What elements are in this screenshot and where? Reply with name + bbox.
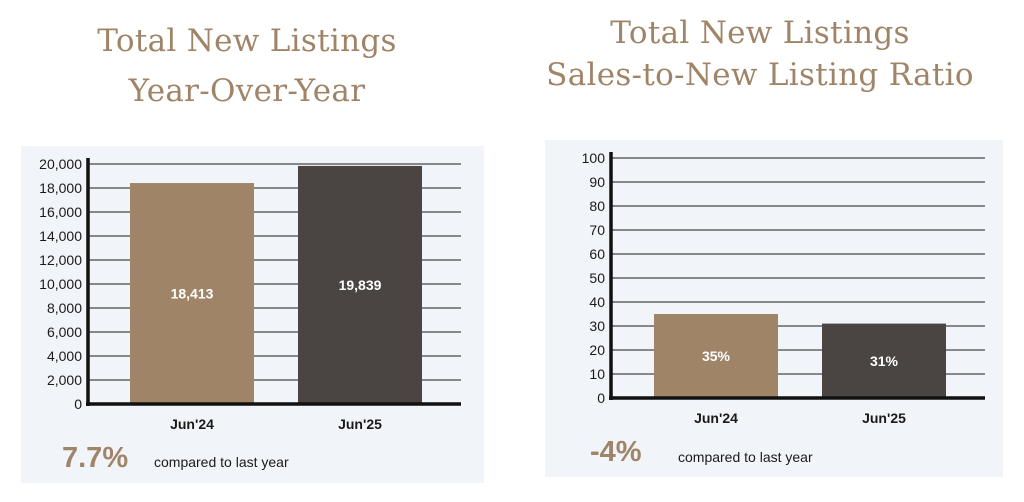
right-change-label: compared to last year [678, 449, 813, 465]
left-chart-y-tick-label: 18,000 [39, 180, 82, 196]
right-title-line-1: Total New Listings [610, 15, 910, 51]
left-chart-y-tick-label: 0 [74, 396, 82, 412]
right-chart-y-tick-label: 40 [589, 294, 605, 310]
left-chart-y-tick-label: 20,000 [39, 156, 82, 172]
left-chart-y-tick-label: 8,000 [47, 300, 82, 316]
left-chart-y-tick-label: 2,000 [47, 372, 82, 388]
left-bar-chart: 0 2,000 4,000 6,000 8,000 10,000 12,000 14,000 1… [39, 156, 461, 432]
right-chart-title: Total New Listings Sales-to-New Listing … [520, 12, 1000, 96]
left-chart-y-tick-label: 10,000 [39, 276, 82, 292]
right-chart-y-tick-label: 20 [589, 342, 605, 358]
left-chart-bar [298, 165, 422, 404]
left-title-line-1: Total New Listings [97, 23, 397, 59]
right-chart-bar [654, 314, 778, 398]
right-chart-bar [822, 323, 946, 398]
left-title-line-2: Year-Over-Year [128, 73, 366, 109]
right-chart-y-tick-label: 50 [589, 270, 605, 286]
right-change-percent: -4% [590, 436, 642, 468]
right-chart-x-category-label: Jun'24 [694, 410, 738, 426]
right-chart-y-tick-label: 10 [589, 366, 605, 382]
left-chart-title: Total New Listings Year-Over-Year [12, 16, 482, 116]
right-chart-y-tick-label: 100 [582, 150, 606, 166]
right-chart-y-tick-label: 90 [589, 174, 605, 190]
right-chart-bar-value-label: 31% [870, 353, 899, 369]
left-chart-y-tick-label: 14,000 [39, 228, 82, 244]
right-chart-panel: 0 10 20 30 40 50 60 70 80 90 100 35% Jun'24 31% Jun'25… [545, 140, 1003, 477]
left-chart-bar-value-label: 19,839 [339, 277, 382, 293]
left-chart-bar-value-label: 18,413 [171, 286, 214, 302]
left-chart-x-category-label: Jun'24 [170, 416, 214, 432]
right-chart-y-tick-label: 80 [589, 198, 605, 214]
left-change-percent: 7.7% [62, 442, 129, 474]
left-chart-bar [130, 183, 254, 404]
right-chart-y-tick-label: 30 [589, 318, 605, 334]
right-chart-y-tick-label: 70 [589, 222, 605, 238]
right-bar-chart: 0 10 20 30 40 50 60 70 80 90 100 35% Jun'24 31% Jun'25 [582, 150, 985, 426]
right-chart-x-category-label: Jun'25 [862, 410, 906, 426]
right-chart-bar-value-label: 35% [702, 348, 731, 364]
left-chart-x-category-label: Jun'25 [338, 416, 382, 432]
right-chart-y-tick-label: 0 [597, 390, 605, 406]
left-chart-panel: 0 2,000 4,000 6,000 8,000 10,000 12,000 14,000 1… [21, 146, 484, 483]
left-chart-y-tick-label: 12,000 [39, 252, 82, 268]
right-chart-y-tick-label: 60 [589, 246, 605, 262]
left-chart-y-tick-label: 4,000 [47, 348, 82, 364]
left-change-label: compared to last year [154, 454, 289, 470]
left-chart-y-tick-label: 16,000 [39, 204, 82, 220]
right-title-line-2: Sales-to-New Listing Ratio [546, 57, 974, 93]
left-chart-y-tick-label: 6,000 [47, 324, 82, 340]
